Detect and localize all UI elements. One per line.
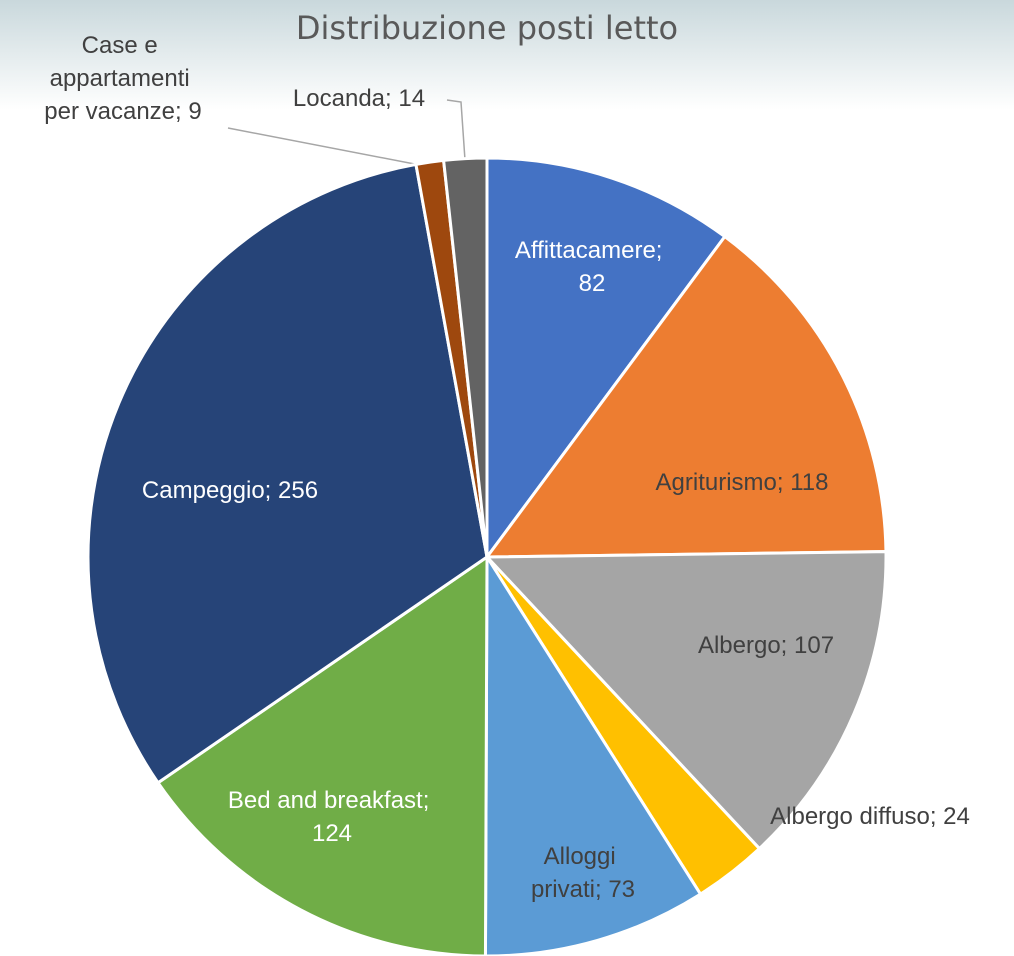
label-separator: ; [656,237,669,264]
label-separator: ; [265,477,278,504]
label-separator: ; [930,803,943,830]
label-line: appartamenti [50,65,197,92]
label-line: Albergo diffuso [770,803,930,830]
label-line: Case e [82,32,165,59]
value-label: 14 [398,85,425,112]
label-line: Affittacamere [515,237,656,264]
pie [88,158,886,956]
category-label: Campeggio [142,477,265,504]
category-label: Agriturismo [656,469,777,496]
value-label: 124 [312,820,352,847]
category-label: Affittacamere [515,237,656,264]
value-label: 9 [188,98,201,125]
label-line: privati [531,876,595,903]
label-separator: ; [777,469,790,496]
data-label: Albergo diffuso; 24 [770,803,970,830]
label-separator: ; [423,787,436,814]
label-separator: ; [595,876,608,903]
label-line: Campeggio [142,477,265,504]
data-label: Agriturismo; 118 [656,469,829,496]
category-label: Albergo diffuso [770,803,930,830]
label-line: Albergo [698,632,781,659]
category-label: Albergo [698,632,781,659]
label-line: Alloggi [544,843,623,870]
data-label: Albergo; 107 [698,632,834,659]
value-label: 73 [608,876,635,903]
value-label: 256 [278,477,318,504]
value-label: 107 [794,632,834,659]
value-label: 82 [579,270,606,297]
label-line: Locanda [293,85,386,112]
chart: Distribuzione posti letto Affittacamere;… [0,0,1014,956]
label-separator: ; [385,85,398,112]
chart-title: Distribuzione posti letto [296,9,678,47]
data-label: Locanda; 14 [293,85,425,112]
category-label: Bed and breakfast [228,787,423,814]
value-label: 118 [790,469,828,496]
label-separator: ; [781,632,794,659]
category-label: Locanda [293,85,386,112]
data-label: Campeggio; 256 [142,477,318,504]
label-line: per vacanze [44,98,175,125]
label-separator: ; [175,98,188,125]
label-line: Agriturismo [656,469,777,496]
label-line: Bed and breakfast [228,787,423,814]
value-label: 24 [943,803,970,830]
leader-line [228,128,430,167]
page: {"chart_data": {"type": "pie", "title": … [0,0,1014,956]
